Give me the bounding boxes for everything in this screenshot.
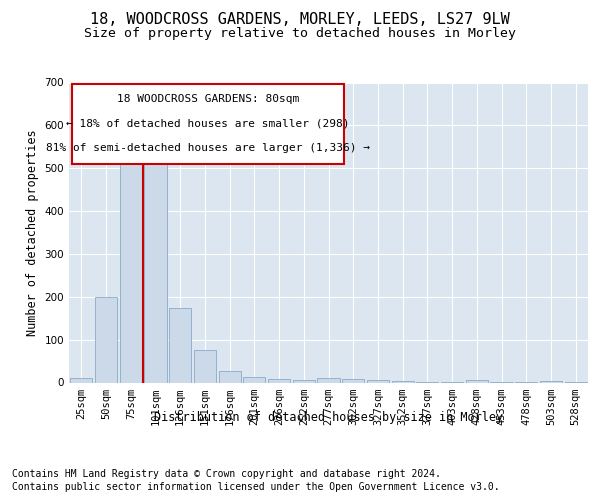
Bar xyxy=(367,380,389,382)
Bar xyxy=(540,381,562,382)
Bar xyxy=(194,350,216,382)
FancyBboxPatch shape xyxy=(71,84,344,164)
Y-axis label: Number of detached properties: Number of detached properties xyxy=(26,129,39,336)
Bar xyxy=(243,378,265,382)
Bar xyxy=(119,147,142,382)
Text: Size of property relative to detached houses in Morley: Size of property relative to detached ho… xyxy=(84,28,516,40)
Bar xyxy=(317,378,340,382)
Bar xyxy=(392,381,414,382)
Bar xyxy=(70,378,92,382)
Text: 81% of semi-detached houses are larger (1,336) →: 81% of semi-detached houses are larger (… xyxy=(46,143,370,153)
Bar xyxy=(342,379,364,382)
Bar xyxy=(466,380,488,382)
Bar xyxy=(218,370,241,382)
Text: Contains HM Land Registry data © Crown copyright and database right 2024.: Contains HM Land Registry data © Crown c… xyxy=(12,469,441,479)
Text: ← 18% of detached houses are smaller (298): ← 18% of detached houses are smaller (29… xyxy=(66,118,350,128)
Bar xyxy=(268,379,290,382)
Bar xyxy=(293,380,315,382)
Text: Distribution of detached houses by size in Morley: Distribution of detached houses by size … xyxy=(154,411,503,424)
Bar xyxy=(169,308,191,382)
Text: 18 WOODCROSS GARDENS: 80sqm: 18 WOODCROSS GARDENS: 80sqm xyxy=(117,94,299,104)
Text: Contains public sector information licensed under the Open Government Licence v3: Contains public sector information licen… xyxy=(12,482,500,492)
Text: 18, WOODCROSS GARDENS, MORLEY, LEEDS, LS27 9LW: 18, WOODCROSS GARDENS, MORLEY, LEEDS, LS… xyxy=(90,12,510,28)
Bar xyxy=(145,144,167,382)
Bar xyxy=(95,297,117,382)
